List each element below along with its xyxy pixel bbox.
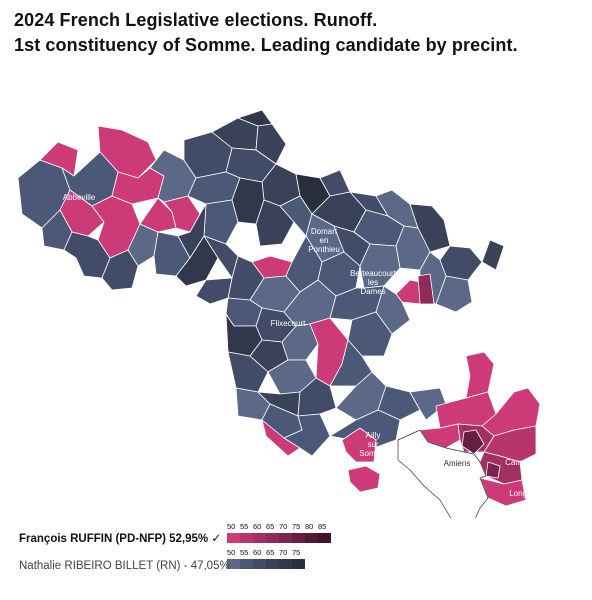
- title-line-1: 2024 French Legislative elections. Runof…: [14, 10, 378, 30]
- scale-swatch: [279, 533, 292, 543]
- place-label-line: Abbeville: [63, 193, 96, 202]
- scale-tick-label: 70: [279, 522, 288, 531]
- place-label-line: Berteaucourt: [350, 269, 397, 278]
- loser-label: Nathalie RIBEIRO BILLET (RN) - 47,05%: [19, 560, 230, 572]
- amiens-outline: [397, 429, 489, 518]
- place-labels: Abbeville Domart en Ponthieu Berteaucourt l…: [63, 193, 545, 498]
- precinct: [101, 249, 139, 291]
- precinct: [481, 239, 505, 271]
- place-label-line: Longueau: [509, 489, 545, 498]
- scale-tick-label: 65: [266, 548, 275, 557]
- precinct: [461, 429, 485, 455]
- place-label-line: en: [320, 236, 329, 245]
- map-title: 2024 French Legislative elections. Runof…: [14, 8, 584, 58]
- winner-scale-ticks: 50 55 60 65 70 75 80 85: [227, 522, 331, 531]
- place-label-domart-en-ponthieu: Domart en Ponthieu: [308, 227, 340, 254]
- title-line-2: 1st constituency of Somme. Leading candi…: [14, 35, 518, 55]
- winner-color-scale: [227, 533, 331, 543]
- scale-swatch: [318, 533, 331, 543]
- scale-tick-label: 75: [292, 548, 301, 557]
- place-label-line: Camon: [505, 458, 531, 467]
- scale-tick-label: 85: [318, 522, 327, 531]
- place-label-line: Amiens: [444, 459, 471, 468]
- place-label-berteaucourt-les-dames: Berteaucourt les Dames: [350, 269, 397, 296]
- place-label-ailly-sur-somme: Ailly sur Somme: [359, 431, 387, 458]
- precinct: [409, 387, 447, 421]
- place-label-flixecourt: Flixecourt: [271, 319, 306, 328]
- scale-tick-label: 50: [227, 522, 236, 531]
- place-label-longueau: Longueau: [509, 489, 545, 498]
- scale-swatch: [240, 533, 253, 543]
- scale-tick-label: 60: [253, 548, 262, 557]
- place-label-line: Ponthieu: [308, 245, 340, 254]
- scale-tick-label: 60: [253, 522, 262, 531]
- scale-tick-label: 80: [305, 522, 314, 531]
- precinct: [39, 141, 79, 177]
- place-label-abbeville: Abbeville: [63, 193, 96, 202]
- loser-color-scale: [227, 559, 305, 569]
- place-label-line: Flixecourt: [271, 319, 306, 328]
- scale-swatch: [292, 533, 305, 543]
- precinct: [341, 427, 377, 463]
- precinct: [377, 385, 421, 421]
- precinct: [227, 351, 269, 393]
- precinct: [347, 465, 381, 493]
- scale-tick-label: 75: [292, 522, 301, 531]
- place-label-line: Domart: [311, 227, 338, 236]
- precinct: [417, 273, 435, 305]
- scale-swatch: [253, 559, 266, 569]
- scale-swatch: [227, 533, 240, 543]
- loser-scale-ticks: 50 55 60 65 70 75: [227, 548, 305, 557]
- winner-label: François RUFFIN (PD-NFP) 52,95% ✓: [19, 533, 221, 545]
- scale-tick-label: 70: [279, 548, 288, 557]
- precinct: [261, 419, 301, 457]
- precinct: [203, 199, 239, 245]
- scale-tick-label: 65: [266, 522, 275, 531]
- precinct-map: Abbeville Domart en Ponthieu Berteaucourt l…: [18, 110, 545, 518]
- scale-tick-label: 50: [227, 548, 236, 557]
- place-label-line: Somme: [359, 449, 387, 458]
- scale-swatch: [266, 533, 279, 543]
- place-label-line: sur: [367, 440, 378, 449]
- scale-tick-label: 55: [240, 522, 249, 531]
- scale-swatch: [292, 559, 305, 569]
- precinct: [255, 123, 287, 165]
- precinct: [485, 461, 501, 479]
- place-label-camon: Camon: [505, 458, 531, 467]
- place-label-line: les: [368, 278, 378, 287]
- precinct: [439, 245, 483, 281]
- legend: 50 55 60 65 70 75 80 85 François RUFFIN (PD-NFP…: [14, 518, 374, 578]
- place-label-line: Dames: [360, 287, 385, 296]
- scale-swatch: [240, 559, 253, 569]
- scale-swatch: [305, 533, 318, 543]
- scale-swatch: [266, 559, 279, 569]
- scale-tick-label: 55: [240, 548, 249, 557]
- precinct: [465, 351, 495, 399]
- precinct: [195, 277, 233, 305]
- scale-swatch: [253, 533, 266, 543]
- scale-swatch: [279, 559, 292, 569]
- place-label-line: Ailly: [366, 431, 381, 440]
- place-label-amiens: Amiens: [444, 459, 471, 468]
- scale-swatch: [227, 559, 240, 569]
- precinct: [283, 413, 331, 457]
